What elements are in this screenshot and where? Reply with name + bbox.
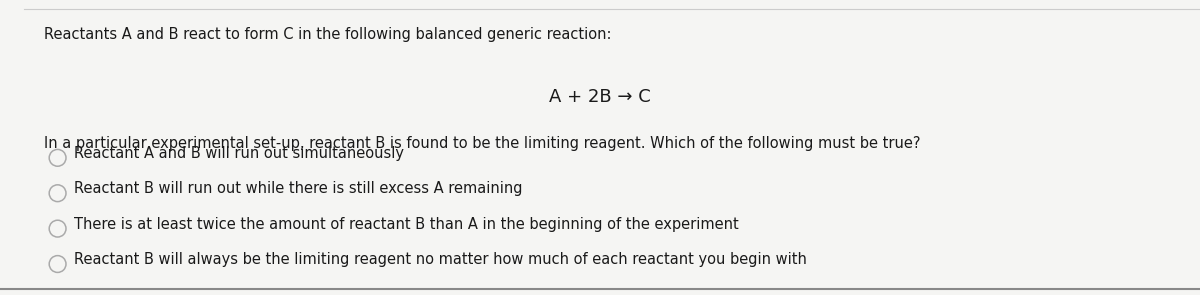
Text: There is at least twice the amount of reactant B than A in the beginning of the : There is at least twice the amount of re… xyxy=(74,217,739,232)
Text: Reactant B will run out while there is still excess A remaining: Reactant B will run out while there is s… xyxy=(74,181,523,196)
Text: A + 2B → C: A + 2B → C xyxy=(550,88,650,106)
Text: Reactant A and B will run out simultaneously: Reactant A and B will run out simultaneo… xyxy=(74,146,404,161)
Text: In a particular experimental set-up, reactant B is found to be the limiting reag: In a particular experimental set-up, rea… xyxy=(44,136,920,151)
Text: Reactants A and B react to form C in the following balanced generic reaction:: Reactants A and B react to form C in the… xyxy=(44,27,612,42)
Text: Reactant B will always be the limiting reagent no matter how much of each reacta: Reactant B will always be the limiting r… xyxy=(74,252,808,267)
